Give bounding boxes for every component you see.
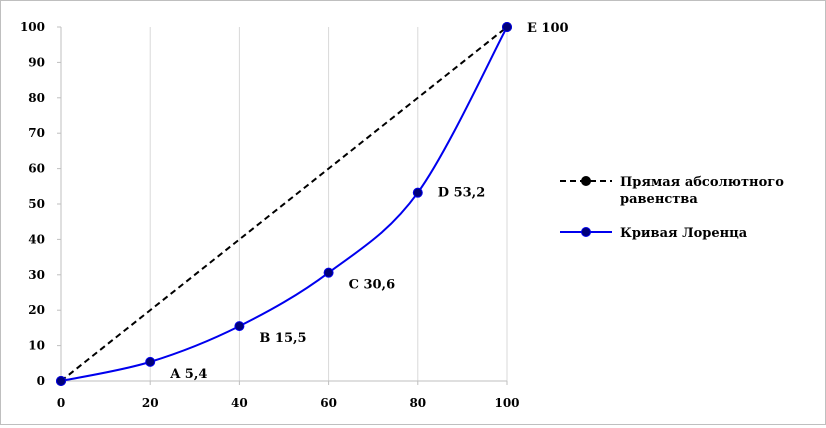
- legend-lorenz-label: Кривая Лоренца: [620, 226, 748, 241]
- y-tick-label-0: 0: [37, 374, 45, 388]
- lorenz-curve-point-60: [323, 267, 334, 278]
- legend-equality-label-line-0: Прямая абсолютного: [620, 175, 784, 190]
- grid-lines: [149, 27, 508, 381]
- point-label-20: A 5,4: [169, 367, 207, 382]
- y-tick-label-20: 20: [28, 303, 45, 317]
- equality-line: [60, 26, 508, 382]
- y-tick-label-80: 80: [28, 91, 45, 105]
- y-tick-label-70: 70: [28, 126, 45, 140]
- point-label-80: D 53,2: [438, 186, 485, 201]
- axes: 0 10 20 30 40 50 60 70 80 90 100 0 20 40 60 80 100: [20, 20, 520, 410]
- y-tick-label-30: 30: [28, 268, 45, 282]
- legend-equality-label: Прямая абсолютного равенства: [620, 175, 784, 207]
- legend-lorenz-marker: [581, 227, 591, 237]
- point-label-40: B 15,5: [259, 331, 306, 346]
- point-label-60: C 30,6: [349, 278, 396, 293]
- x-tick-label-0: 0: [57, 396, 65, 410]
- x-tick-label-20: 20: [142, 396, 159, 410]
- y-tick-label-60: 60: [28, 162, 45, 176]
- y-tick-label-10: 10: [28, 339, 45, 353]
- legend-equality-label-line-1: равенства: [620, 192, 698, 207]
- series-layer: [56, 22, 512, 386]
- legend: Прямая абсолютного равенства Кривая Лоренц…: [560, 175, 784, 241]
- lorenz-curve-point-100: [502, 22, 512, 32]
- y-tick-label-50: 50: [28, 197, 45, 211]
- y-tick-label-40: 40: [28, 232, 45, 246]
- legend-equality-marker: [581, 176, 591, 186]
- y-tick-label-100: 100: [20, 20, 45, 34]
- point-label-100: E 100: [527, 21, 569, 36]
- x-tick-label-60: 60: [320, 396, 337, 410]
- lorenz-curve-point-80: [412, 187, 423, 198]
- y-tick-label-90: 90: [28, 55, 45, 69]
- lorenz-curve-point-20: [145, 356, 156, 367]
- x-tick-label-40: 40: [231, 396, 248, 410]
- x-tick-label-80: 80: [409, 396, 426, 410]
- lorenz-curve-point-0: [56, 376, 66, 386]
- x-tick-label-100: 100: [494, 396, 519, 410]
- point-labels: A 5,4 B 15,5 C 30,6 D 53,2 E 100: [169, 21, 568, 382]
- lorenz-curve-point-40: [234, 321, 245, 332]
